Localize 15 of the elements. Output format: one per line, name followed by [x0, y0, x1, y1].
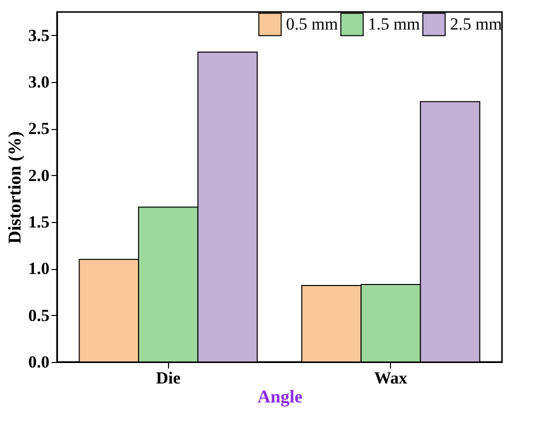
y-tick-label: 3.5	[28, 26, 50, 45]
y-axis-title: Distortion (%)	[4, 131, 24, 244]
legend-label: 0.5 mm	[286, 14, 338, 34]
x-axis-title: Angle	[258, 386, 303, 406]
y-tick-label: 2.0	[28, 166, 50, 185]
legend-label: 2.5 mm	[450, 14, 502, 34]
y-tick-label: 0.0	[28, 352, 50, 372]
y-tick-label: 2.5	[28, 119, 50, 138]
x-tick-label: Die	[156, 368, 181, 388]
legend-label: 1.5 mm	[368, 14, 420, 34]
y-tick-label: 0.5	[28, 306, 50, 325]
x-tick-label: Wax	[374, 368, 408, 388]
y-tick-label: 1.5	[28, 212, 50, 232]
y-tick-label: 3.0	[28, 72, 50, 92]
y-tick-label: 1.0	[28, 259, 50, 278]
